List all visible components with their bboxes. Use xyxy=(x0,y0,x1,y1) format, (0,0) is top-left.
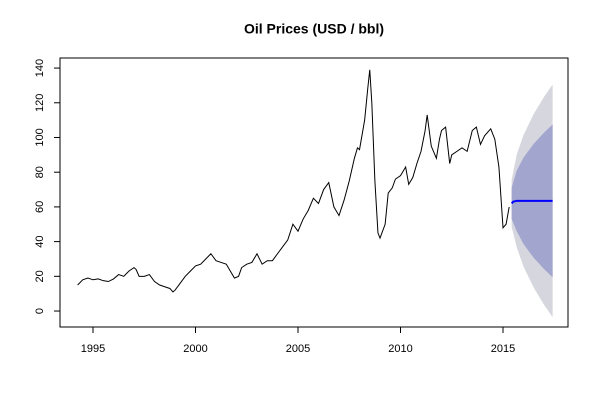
price-line xyxy=(510,199,553,205)
x-tick-label: 1995 xyxy=(81,343,105,355)
y-tick-label: 140 xyxy=(34,59,46,77)
y-tick-label: 20 xyxy=(34,270,46,282)
x-tick-label: 2000 xyxy=(183,343,207,355)
y-tick-label: 60 xyxy=(34,201,46,213)
y-tick-label: 0 xyxy=(34,308,46,314)
y-tick-label: 40 xyxy=(34,235,46,247)
price-line xyxy=(77,69,510,293)
x-tick-label: 2005 xyxy=(286,343,310,355)
x-tick-label: 2010 xyxy=(388,343,412,355)
y-tick-label: 120 xyxy=(34,94,46,112)
plot-frame xyxy=(59,57,569,328)
x-tick-label: 2015 xyxy=(491,343,515,355)
y-tick-label: 100 xyxy=(34,128,46,146)
chart-title: Oil Prices (USD / bbl) xyxy=(244,21,384,37)
y-tick-label: 80 xyxy=(34,166,46,178)
